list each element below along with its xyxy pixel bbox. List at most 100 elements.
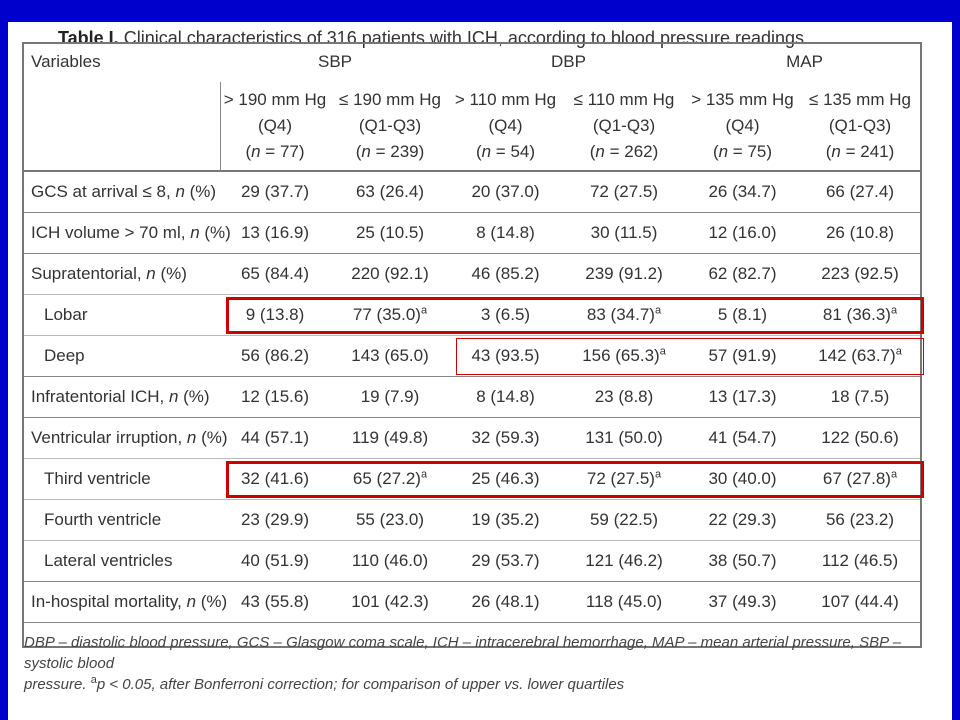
table-row: In-hospital mortality, n (%) 43 (55.8) 101… bbox=[22, 581, 922, 623]
table-cell: 25 (10.5) bbox=[330, 212, 450, 254]
table-cell: 18 (7.5) bbox=[798, 376, 922, 418]
table-cell: 38 (50.7) bbox=[687, 540, 798, 582]
subgroup-threshold: > 110 mm Hg bbox=[454, 90, 557, 109]
n-label: n bbox=[718, 142, 729, 161]
subgroup-header-5: ≤ 135 mm Hg (Q1-Q3) (n = 241) bbox=[798, 82, 922, 172]
subgroup-header-2: > 110 mm Hg (Q4) (n = 54) bbox=[450, 82, 561, 172]
table-cell: 156 (65.3)a bbox=[561, 335, 687, 377]
n-label: n bbox=[831, 142, 841, 161]
table-cell: 40 (51.9) bbox=[220, 540, 330, 582]
table-cell: 131 (50.0) bbox=[561, 417, 687, 459]
subgroup-header-3: ≤ 110 mm Hg (Q1-Q3) (n = 262) bbox=[561, 82, 687, 172]
table-cell: 112 (46.5) bbox=[798, 540, 922, 582]
table-row: ICH volume > 70 ml, n (%) 13 (16.9) 25 (10… bbox=[22, 212, 922, 254]
row-label: ICH volume > 70 ml, n (%) bbox=[22, 212, 231, 254]
table-cell: 56 (23.2) bbox=[798, 499, 922, 541]
n-label: n bbox=[251, 142, 261, 161]
clinical-characteristics-table: Variables SBP DBP MAP > 190 mm Hg (Q4) (n … bbox=[22, 42, 922, 623]
table-cell: 26 (48.1) bbox=[450, 581, 561, 623]
table-cell: 29 (37.7) bbox=[220, 171, 330, 213]
subgroup-quartile: (Q4) bbox=[488, 116, 523, 135]
header-row-subgroups: > 190 mm Hg (Q4) (n = 77) ≤ 190 mm Hg (Q1-Q3… bbox=[22, 82, 922, 172]
table-cell: 5 (8.1) bbox=[687, 294, 798, 336]
row-label: Infratentorial ICH, n (%) bbox=[22, 376, 220, 418]
subgroup-threshold: ≤ 135 mm Hg bbox=[809, 90, 911, 109]
subgroup-quartile: (Q1-Q3) bbox=[592, 116, 656, 135]
table-cell: 59 (22.5) bbox=[561, 499, 687, 541]
table-row: Fourth ventricle 23 (29.9) 55 (23.0) 19 (35… bbox=[22, 499, 922, 541]
table-cell: 30 (40.0) bbox=[687, 458, 798, 500]
header-row-groups: Variables SBP DBP MAP bbox=[22, 42, 922, 82]
significance-marker: a bbox=[420, 468, 428, 481]
subgroup-n: 54 bbox=[510, 142, 530, 161]
table-cell: 12 (16.0) bbox=[687, 212, 798, 254]
row-label: Fourth ventricle bbox=[22, 499, 220, 541]
table-cell: 26 (34.7) bbox=[687, 171, 798, 213]
table-cell: 37 (49.3) bbox=[687, 581, 798, 623]
table-cell: 30 (11.5) bbox=[561, 212, 687, 254]
table-cell: 13 (16.9) bbox=[220, 212, 330, 254]
table-cell: 29 (53.7) bbox=[450, 540, 561, 582]
row-label: Lobar bbox=[22, 294, 220, 336]
table-cell: 119 (49.8) bbox=[330, 417, 450, 459]
table-cell: 23 (29.9) bbox=[220, 499, 330, 541]
significance-marker: a bbox=[890, 304, 898, 317]
n-label: n bbox=[595, 142, 605, 161]
subgroup-threshold: ≤ 190 mm Hg bbox=[339, 90, 441, 109]
table-cell: 72 (27.5) bbox=[561, 171, 687, 213]
significance-marker: a bbox=[654, 468, 662, 481]
group-header-sbp: SBP bbox=[317, 52, 353, 71]
table-cell: 77 (35.0)a bbox=[330, 294, 450, 336]
table-cell: 32 (59.3) bbox=[450, 417, 561, 459]
row-label: Ventricular irruption, n (%) bbox=[22, 417, 228, 459]
footnote-line2b: p < 0.05, after Bonferroni correction; f… bbox=[96, 676, 625, 693]
table-cell: 118 (45.0) bbox=[561, 581, 687, 623]
table-row: Lobar 9 (13.8) 77 (35.0)a 3 (6.5) 83 (34.7)a… bbox=[22, 294, 922, 336]
table-cell: 67 (27.8)a bbox=[798, 458, 922, 500]
table-cell: 66 (27.4) bbox=[798, 171, 922, 213]
table-cell: 62 (82.7) bbox=[687, 253, 798, 295]
table-cell: 223 (92.5) bbox=[798, 253, 922, 295]
table-cell: 110 (46.0) bbox=[330, 540, 450, 582]
subgroup-threshold: ≤ 110 mm Hg bbox=[573, 90, 675, 109]
footnote-line2a: pressure. bbox=[24, 676, 91, 693]
subgroup-header-4: > 135 mm Hg (Q4) (n = 75) bbox=[687, 82, 798, 172]
row-label: In-hospital mortality, n (%) bbox=[22, 581, 227, 623]
table-row: Infratentorial ICH, n (%) 12 (15.6) 19 (7.… bbox=[22, 376, 922, 418]
group-header-map: MAP bbox=[786, 52, 823, 71]
table-row: Third ventricle 32 (41.6) 65 (27.2)a 25 (46… bbox=[22, 458, 922, 500]
subgroup-n: 262 bbox=[624, 142, 653, 161]
table-cell: 20 (37.0) bbox=[450, 171, 561, 213]
significance-marker: a bbox=[890, 468, 898, 481]
table-cell: 43 (55.8) bbox=[220, 581, 330, 623]
subgroup-quartile: (Q4) bbox=[258, 116, 292, 135]
table-cell: 107 (44.4) bbox=[798, 581, 922, 623]
table-cell: 32 (41.6) bbox=[220, 458, 330, 500]
table-cell: 121 (46.2) bbox=[561, 540, 687, 582]
table-footnote: DBP – diastolic blood pressure, GCS – Gl… bbox=[24, 632, 944, 695]
table-cell: 44 (57.1) bbox=[220, 417, 330, 459]
table-cell: 81 (36.3)a bbox=[798, 294, 922, 336]
table-cell: 8 (14.8) bbox=[450, 376, 561, 418]
table-cell: 83 (34.7)a bbox=[561, 294, 687, 336]
subgroup-threshold: > 135 mm Hg bbox=[691, 90, 794, 109]
subgroup-quartile: (Q1-Q3) bbox=[828, 116, 892, 135]
row-label: Lateral ventricles bbox=[22, 540, 220, 582]
variables-header: Variables bbox=[31, 52, 101, 71]
footnote-superscript: a bbox=[90, 674, 97, 686]
significance-marker: a bbox=[420, 304, 428, 317]
subgroup-n: 241 bbox=[860, 142, 889, 161]
table-cell: 8 (14.8) bbox=[450, 212, 561, 254]
row-label: GCS at arrival ≤ 8, n (%) bbox=[22, 171, 220, 213]
table-cell: 122 (50.6) bbox=[798, 417, 922, 459]
subgroup-n: 77 bbox=[279, 142, 299, 161]
table-cell: 22 (29.3) bbox=[687, 499, 798, 541]
subgroup-n: 75 bbox=[747, 142, 767, 161]
table-frame bbox=[22, 42, 922, 648]
table-cell: 43 (93.5) bbox=[450, 335, 561, 377]
table-cell: 23 (8.8) bbox=[561, 376, 687, 418]
subgroup-quartile: (Q1-Q3) bbox=[358, 116, 422, 135]
table-cell: 19 (35.2) bbox=[450, 499, 561, 541]
footnote-line1: DBP – diastolic blood pressure, GCS – Gl… bbox=[24, 634, 902, 672]
row-label: Supratentorial, n (%) bbox=[22, 253, 220, 295]
